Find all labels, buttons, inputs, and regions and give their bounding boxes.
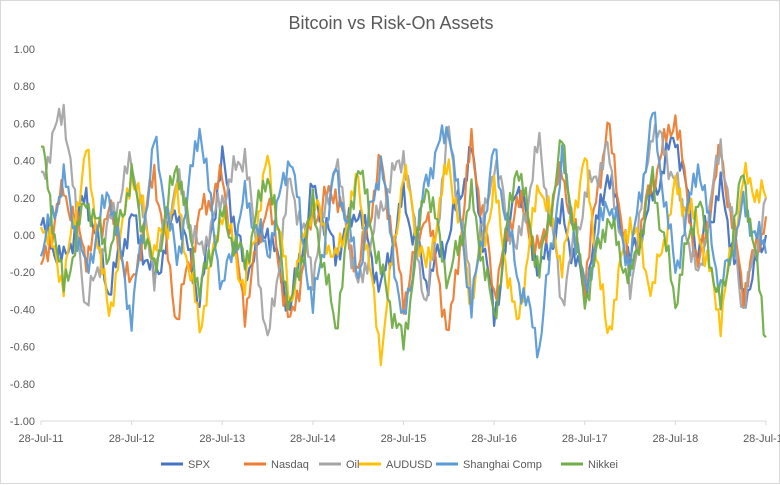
y-tick-label: -0.40 — [10, 304, 35, 316]
y-tick-label: 1.00 — [14, 44, 35, 56]
x-tick-label: 28-Jul-11 — [18, 433, 63, 445]
x-tick-label: 28-Jul-16 — [471, 433, 517, 445]
series-line-audusd — [39, 148, 768, 367]
y-tick-label: -0.20 — [10, 267, 35, 279]
y-tick-label: -0.60 — [10, 342, 35, 354]
y-tick-label: 0.80 — [14, 81, 35, 93]
legend-label: Nikkei — [588, 459, 618, 471]
y-tick-label: 0.00 — [14, 230, 35, 242]
x-tick-label: 28-Jul-14 — [290, 433, 336, 445]
series-layer — [39, 103, 768, 367]
series-line-nikkei — [40, 139, 767, 351]
chart-title: Bitcoin vs Risk-On Assets — [288, 13, 493, 33]
x-tick-label: 28-Jul-17 — [562, 433, 608, 445]
legend-label: Oil — [346, 459, 359, 471]
legend-label: SPX — [188, 459, 211, 471]
x-tick-label: 28-Jul-18 — [652, 433, 698, 445]
x-tick-label: 28-Jul-19 — [743, 433, 780, 445]
x-axis-ticks: 28-Jul-11 28-Jul-12 28-Jul-13 28-Jul-14 28-J… — [18, 421, 780, 445]
legend-label: Shanghai Comp — [463, 459, 542, 471]
x-tick-label: 28-Jul-12 — [109, 433, 155, 445]
legend-label: AUDUSD — [386, 459, 433, 471]
y-tick-label: 0.20 — [14, 193, 35, 205]
y-tick-label: 0.60 — [14, 118, 35, 130]
y-axis-ticks: -1.00 -0.80 -0.60 -0.40 -0.20 0.00 0.20 0.40 0.6… — [10, 44, 35, 428]
x-tick-label: 28-Jul-15 — [381, 433, 427, 445]
x-tick-label: 28-Jul-13 — [199, 433, 245, 445]
y-tick-label: 0.40 — [14, 156, 35, 168]
y-tick-label: -1.00 — [10, 416, 35, 428]
y-tick-label: -0.80 — [10, 379, 35, 391]
legend: SPX Nasdaq Oil AUDUSD Shanghai Comp Nikkei — [161, 459, 618, 471]
legend-label: Nasdaq — [271, 459, 309, 471]
series-line-shanghai-comp — [39, 111, 768, 359]
